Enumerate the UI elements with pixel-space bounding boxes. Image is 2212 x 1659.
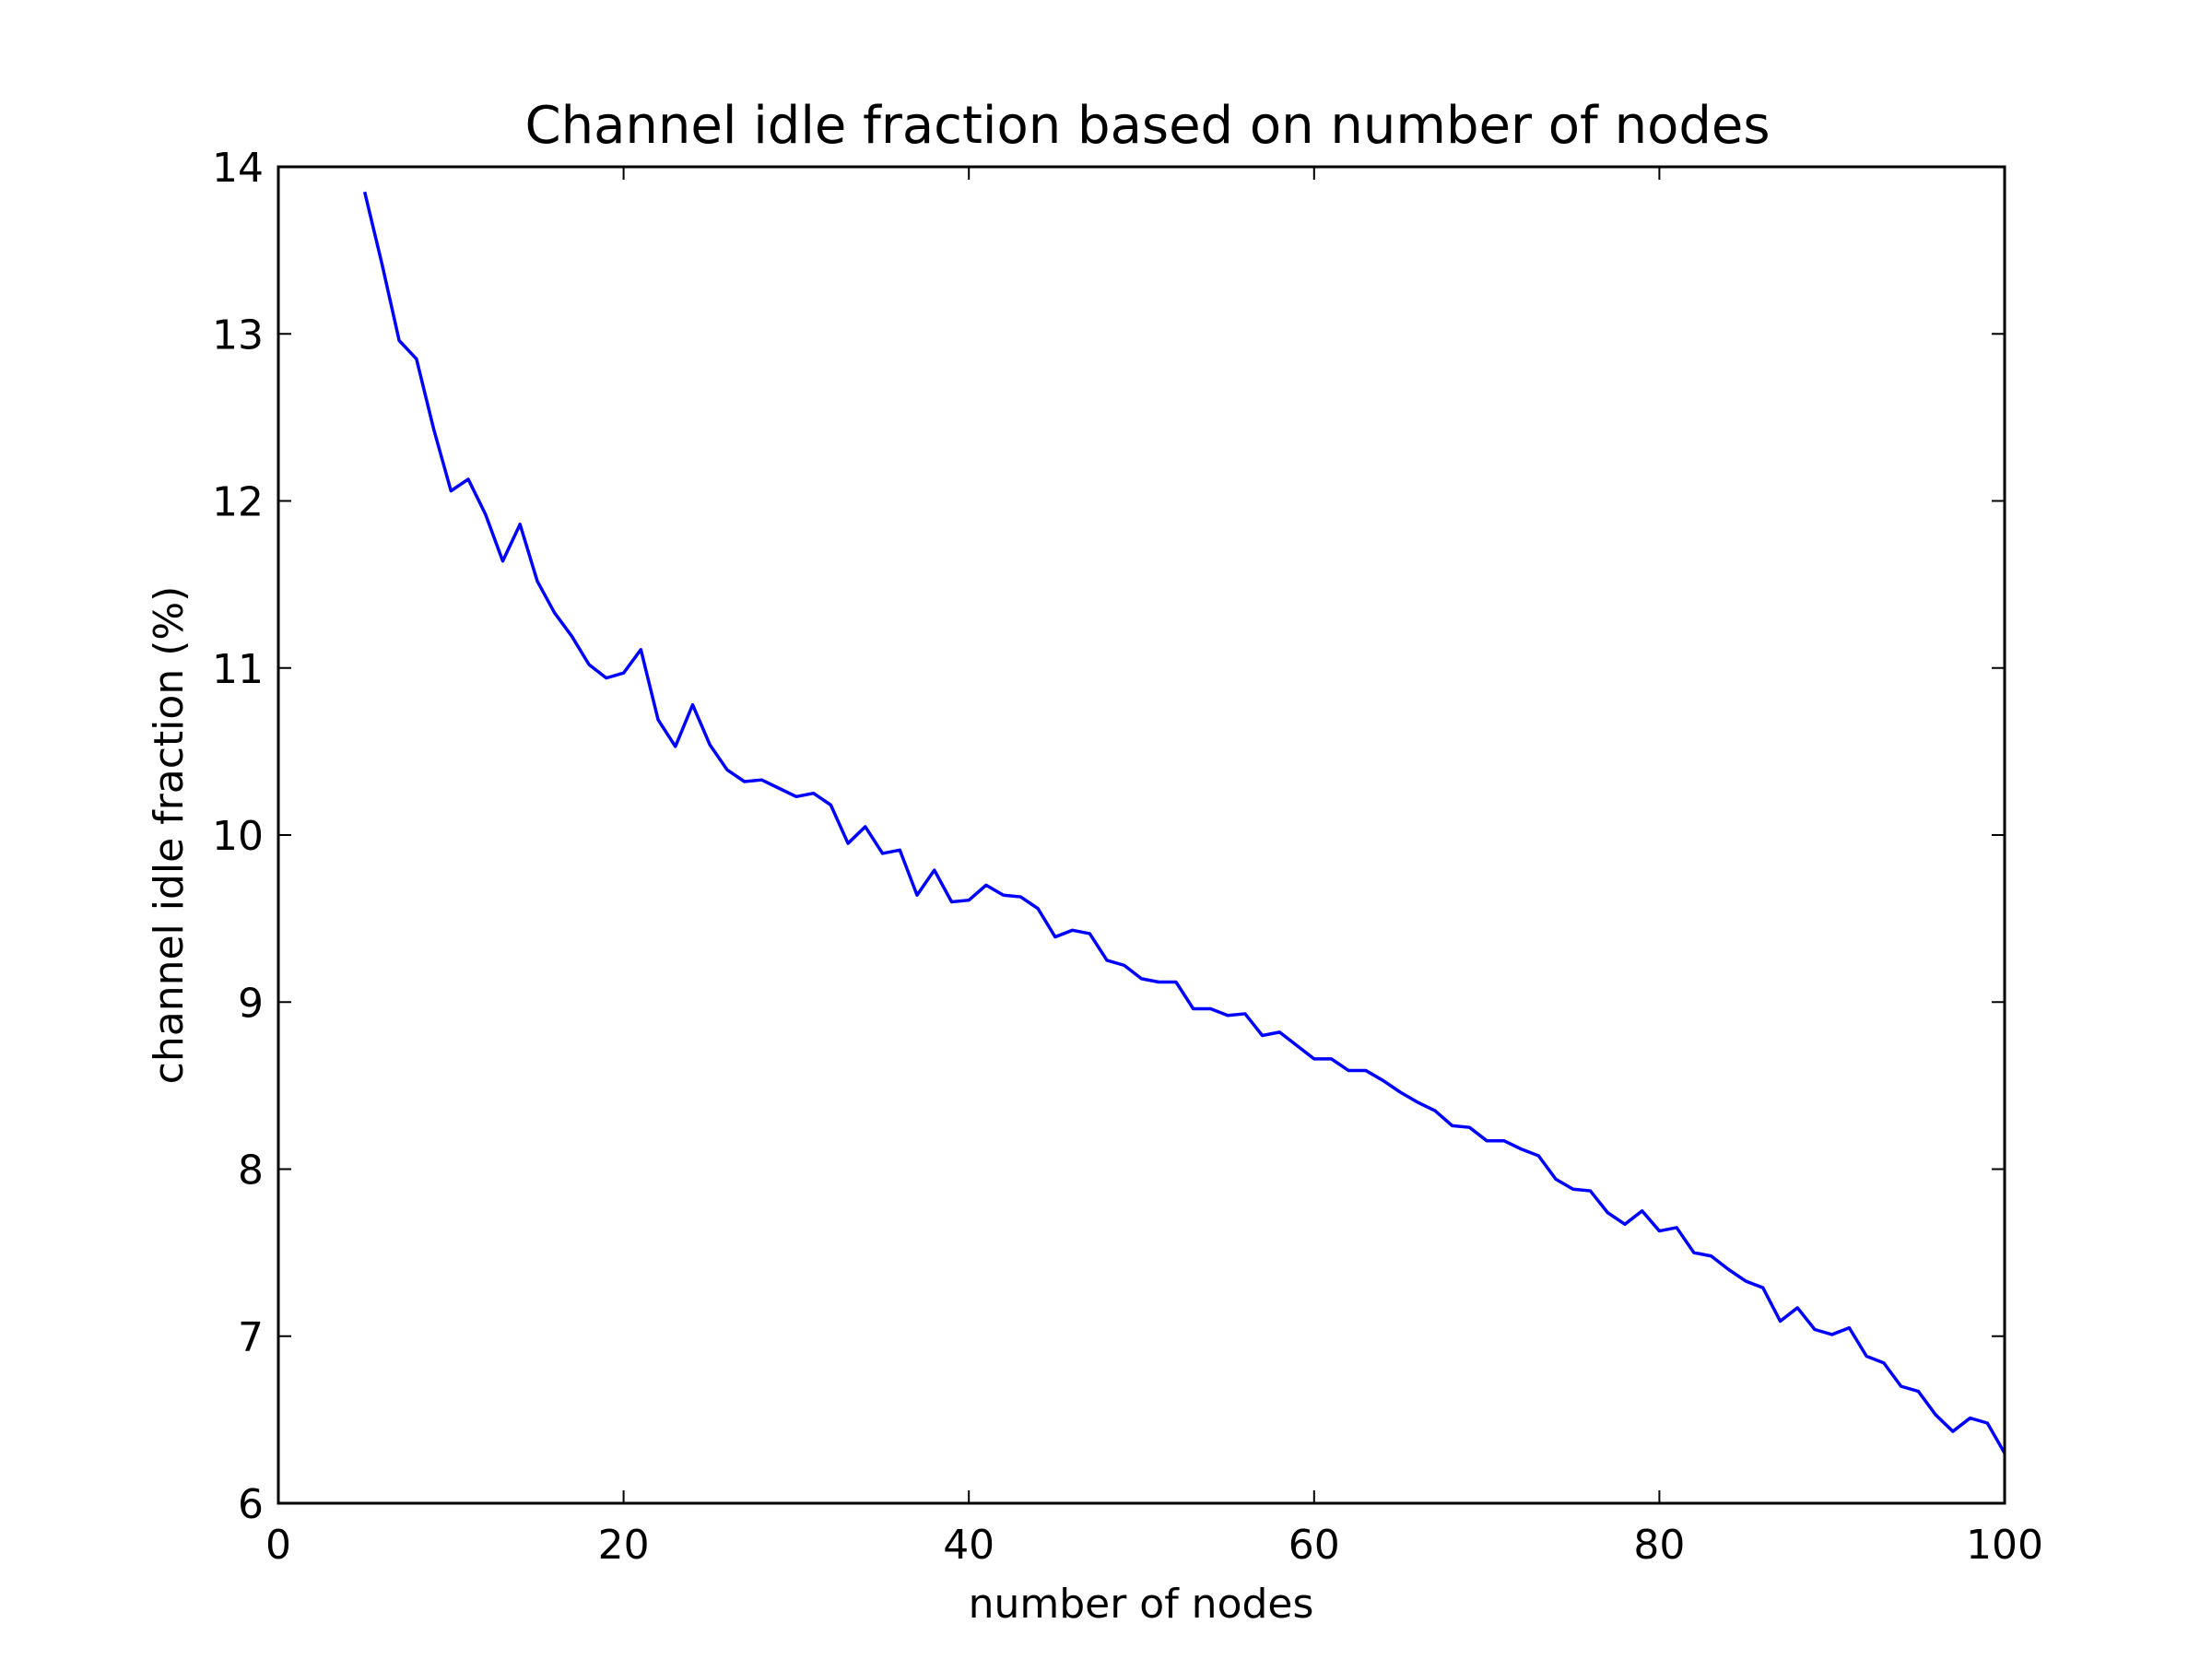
y-axis-label: channel idle fraction (%) (146, 586, 193, 1085)
y-axis-ticks: 6 7 8 9 10 11 12 13 14 (212, 145, 2005, 1528)
y-tick-label: 7 (238, 1314, 264, 1361)
y-tick-label: 9 (238, 980, 264, 1027)
x-tick-label: 80 (1633, 1522, 1685, 1569)
y-tick-label: 11 (212, 646, 264, 693)
plot-area-frame (276, 165, 2006, 1505)
y-tick-label: 8 (238, 1147, 264, 1194)
x-tick-label: 0 (265, 1522, 291, 1569)
x-tick-label: 20 (598, 1522, 650, 1569)
x-tick-label: 60 (1288, 1522, 1340, 1569)
x-tick-label: 100 (1966, 1522, 2043, 1569)
y-tick-label: 14 (212, 145, 264, 192)
chart-title: Channel idle fraction based on number of… (525, 96, 1771, 156)
x-tick-label: 40 (943, 1522, 994, 1569)
series-line (362, 191, 2006, 1454)
y-tick-label: 10 (212, 813, 264, 860)
x-axis-ticks: 0 20 40 60 80 100 (265, 167, 2043, 1569)
x-axis-label: number of nodes (969, 1581, 1314, 1628)
y-tick-label: 13 (212, 312, 264, 359)
y-tick-label: 6 (238, 1481, 264, 1528)
y-tick-label: 12 (212, 479, 264, 526)
